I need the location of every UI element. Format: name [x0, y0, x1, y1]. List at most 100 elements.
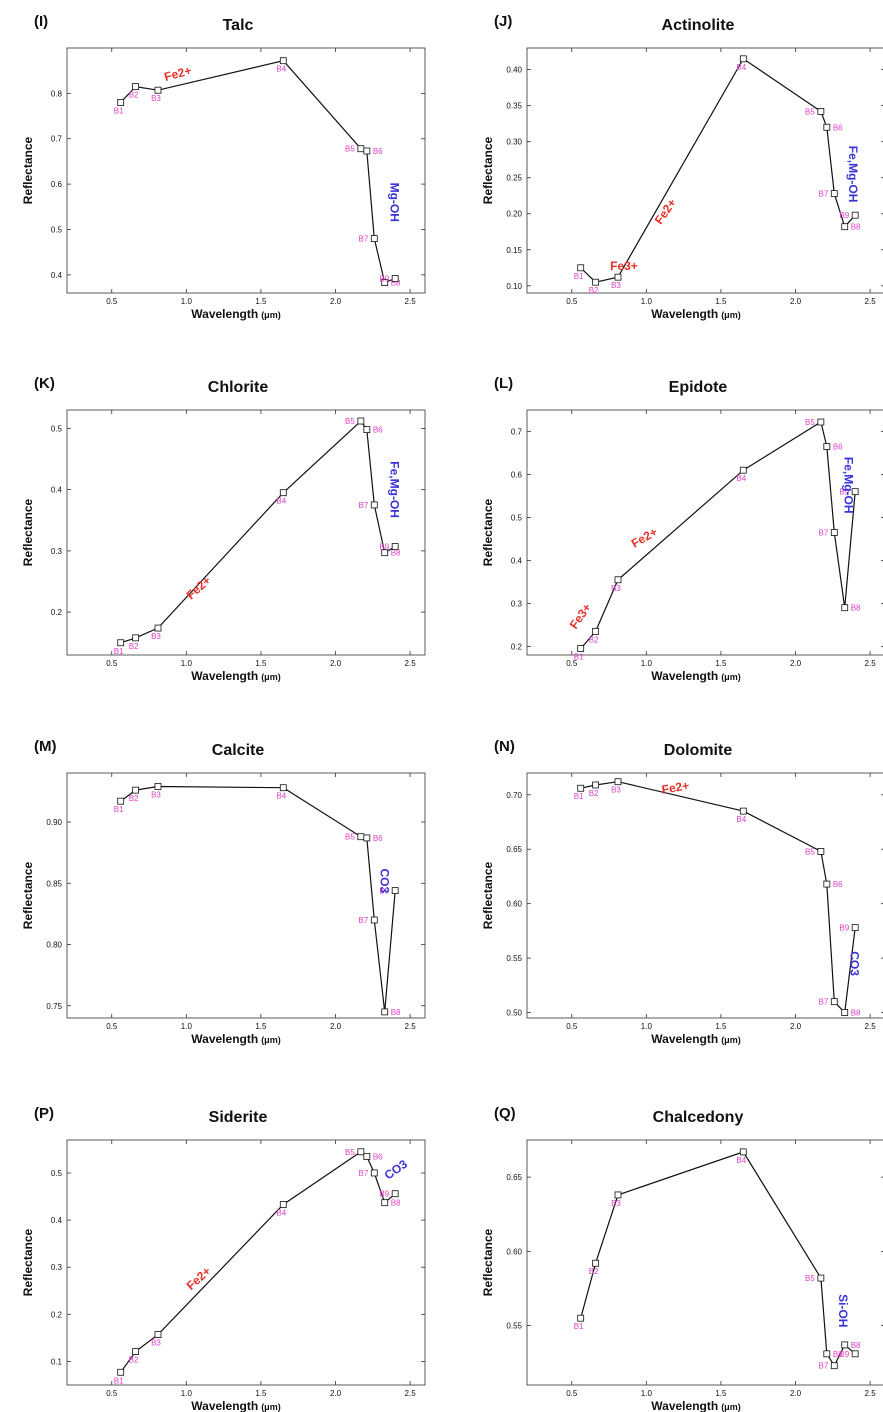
marker-b8 [381, 1008, 389, 1016]
panel-letter: (M) [34, 738, 57, 755]
band-label: B9 [839, 924, 849, 933]
x-tick-label: 0.5 [566, 297, 578, 306]
x-axis-label-text: Wavelength [191, 1399, 258, 1412]
x-tick-label: 1.5 [255, 659, 267, 668]
y-tick-label: 0.3 [51, 547, 63, 556]
y-tick-label: 0.4 [51, 486, 63, 495]
marker-b2 [592, 781, 600, 789]
marker-b4 [739, 466, 747, 474]
x-axis-label-text: Wavelength [191, 669, 258, 683]
band-label: B2 [129, 794, 139, 803]
x-tick-label: 1.0 [181, 297, 193, 306]
marker-b6 [363, 426, 371, 434]
band-label: B3 [151, 790, 161, 799]
x-tick-label: 0.5 [566, 659, 578, 668]
y-tick-label: 0.7 [51, 135, 63, 144]
band-label: B7 [818, 190, 828, 199]
plot-frame [526, 409, 883, 656]
panel-epidote: (L) Epidote 0.5 1.0 1.5 2.0 2.5 0.2 0.3 0.4 0.5 0.6… [481, 375, 883, 683]
marker-b3 [154, 1331, 162, 1338]
x-tick-label: 2.0 [330, 297, 342, 306]
band-label: B7 [358, 1169, 368, 1178]
y-tick-label: 0.85 [46, 879, 62, 888]
x-axis-label: Wavelength (μm) [191, 1399, 280, 1412]
x-tick-label: 1.0 [181, 1389, 193, 1398]
y-tick-label: 0.20 [506, 210, 522, 219]
spectrum-line [580, 421, 856, 649]
plot-frame [526, 1139, 883, 1386]
plot-frame [66, 409, 426, 656]
band-label: B3 [611, 786, 621, 795]
y-tick-label: 0.65 [506, 845, 522, 854]
x-axis-label-text: Wavelength [651, 307, 718, 321]
marker-b2 [132, 634, 140, 642]
panel-letter: (I) [34, 13, 48, 30]
marker-b4 [279, 784, 287, 792]
panel-chalcedony: (Q) Chalcedony 0.5 1.0 1.5 2.0 2.5 0.55 0.60 0.65… [481, 1105, 883, 1412]
x-tick-label: 1.0 [181, 659, 193, 668]
band-label: B2 [589, 286, 599, 295]
panel-letter: (L) [494, 375, 513, 392]
x-axis-label: Wavelength (μm) [191, 1032, 280, 1046]
panel-actinolite: (J) Actinolite 0.5 1.0 1.5 2.0 2.5 0.10 0.15 0.20… [481, 13, 883, 321]
x-tick-label: 2.5 [865, 1022, 877, 1031]
panel-title: Actinolite [662, 17, 735, 34]
panel-letter: (Q) [494, 1105, 516, 1122]
spectrum-line [120, 60, 396, 284]
band-label: B1 [574, 792, 584, 801]
band-label: B4 [736, 474, 746, 483]
x-tick-label: 0.5 [566, 1389, 578, 1398]
annotation-label: Fe,Mg-OH [846, 146, 860, 203]
marker-b9 [391, 543, 399, 550]
band-label: B9 [839, 211, 849, 220]
panel-siderite: (P) Siderite 0.5 1.0 1.5 2.0 2.5 0.1 0.2 0.3 0.4 0.… [21, 1105, 426, 1412]
y-tick-label: 0.60 [506, 1247, 522, 1256]
panel-talc: (I) Talc 0.5 1.0 1.5 2.0 2.5 0.4 0.5 0.6 0.7 0.8 Wav… [21, 13, 426, 321]
band-label: B1 [114, 647, 124, 656]
band-label: B8 [391, 549, 401, 558]
x-tick-label: 1.0 [641, 297, 653, 306]
y-tick-label: 0.90 [46, 818, 62, 827]
y-tick-label: 0.3 [51, 1263, 63, 1272]
x-tick-label: 0.5 [106, 659, 118, 668]
y-tick-label: 0.25 [506, 174, 522, 183]
marker-b6 [823, 1350, 831, 1358]
marker-b8 [381, 1199, 389, 1207]
annotation-label: Fe2+ [661, 778, 691, 797]
marker-b3 [614, 273, 622, 281]
x-tick-label: 2.5 [865, 1389, 877, 1398]
y-tick-label: 0.5 [51, 1169, 63, 1178]
panel-title: Chlorite [208, 379, 269, 396]
y-tick-label: 0.1 [51, 1357, 63, 1366]
band-label: B5 [805, 847, 815, 856]
y-tick-label: 0.55 [506, 954, 522, 963]
x-tick-label: 2.0 [790, 659, 802, 668]
band-label: B5 [345, 145, 355, 154]
band-label: B3 [611, 1199, 621, 1208]
band-label: B4 [276, 1209, 286, 1218]
panel-title: Chalcedony [653, 1109, 744, 1126]
marker-b6 [823, 123, 831, 131]
band-label: B5 [805, 107, 815, 116]
marker-b2 [132, 786, 140, 794]
x-axis-unit: (μm) [261, 672, 281, 682]
x-tick-label: 1.0 [641, 1022, 653, 1031]
spectrum-line [120, 785, 396, 1012]
plot-frame [66, 772, 426, 1019]
y-tick-label: 0.35 [506, 102, 522, 111]
band-label: B6 [373, 426, 383, 435]
annotation-label: Fe,Mg-OH [842, 457, 856, 514]
y-tick-label: 0.30 [506, 138, 522, 147]
band-label: B4 [736, 1156, 746, 1165]
annotation-label: Fe3+ [567, 601, 594, 632]
band-label: B7 [818, 998, 828, 1007]
y-axis-label: Reflectance [21, 136, 35, 204]
marker-b4 [279, 489, 287, 497]
marker-b1 [117, 797, 125, 805]
panel-title: Epidote [669, 379, 728, 396]
panel-dolomite: (N) Dolomite 0.5 1.0 1.5 2.0 2.5 0.50 0.55 0.60 0.… [481, 738, 883, 1046]
x-tick-label: 2.5 [405, 297, 417, 306]
marker-b4 [739, 807, 747, 815]
band-label: B4 [276, 497, 286, 506]
x-tick-label: 2.5 [865, 659, 877, 668]
